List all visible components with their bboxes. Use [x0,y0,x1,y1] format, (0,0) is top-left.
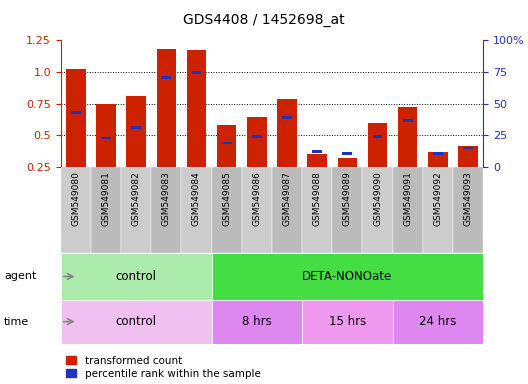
Bar [373,135,382,138]
Bar [367,123,388,167]
Text: GSM549085: GSM549085 [222,171,231,226]
Bar [433,152,443,155]
Text: GDS4408 / 1452698_at: GDS4408 / 1452698_at [183,13,345,27]
Bar [66,70,86,167]
Bar [393,167,423,253]
Bar [222,142,232,144]
Text: GSM549091: GSM549091 [403,171,412,226]
Text: control: control [116,315,157,328]
Text: GSM549090: GSM549090 [373,171,382,226]
Text: GSM549086: GSM549086 [252,171,261,226]
Text: GSM549087: GSM549087 [282,171,291,226]
Bar [217,124,237,167]
Bar [187,50,206,167]
Bar [362,167,393,253]
Bar [428,152,448,167]
Bar [151,167,182,253]
Bar [91,167,121,253]
Legend: transformed count, percentile rank within the sample: transformed count, percentile rank withi… [66,356,260,379]
Text: GSM549081: GSM549081 [101,171,110,226]
Bar [458,146,478,167]
Bar [337,158,357,167]
Text: control: control [116,270,157,283]
Bar [242,167,272,253]
Bar [398,108,418,167]
Bar [252,135,262,138]
Bar [312,151,322,153]
Bar [277,99,297,167]
Bar [71,111,81,114]
Text: 15 hrs: 15 hrs [329,315,366,328]
Bar [282,116,292,119]
Bar [403,119,412,122]
Bar [463,147,473,149]
Text: GSM549092: GSM549092 [433,171,442,226]
Text: agent: agent [4,271,36,281]
Bar [453,167,483,253]
Bar [302,167,332,253]
Text: GSM549093: GSM549093 [464,171,473,226]
Bar [247,117,267,167]
Text: GSM549083: GSM549083 [162,171,171,226]
Bar [156,49,176,167]
Text: GSM549084: GSM549084 [192,171,201,226]
Text: GSM549080: GSM549080 [71,171,80,226]
Bar [393,300,483,344]
Text: 24 hrs: 24 hrs [419,315,457,328]
Text: 8 hrs: 8 hrs [242,315,272,328]
Bar [182,167,212,253]
Text: GSM549082: GSM549082 [131,171,140,226]
Bar [101,136,111,139]
Bar [212,253,483,300]
Bar [131,126,141,129]
Bar [121,167,151,253]
Bar [302,300,393,344]
Bar [126,96,146,167]
Bar [61,253,212,300]
Bar [332,167,362,253]
Bar [212,300,302,344]
Bar [96,104,116,167]
Bar [61,167,91,253]
Bar [343,152,352,155]
Text: DETA-NONOate: DETA-NONOate [302,270,392,283]
Text: GSM549088: GSM549088 [313,171,322,226]
Bar [162,76,171,79]
Bar [192,71,201,74]
Bar [423,167,453,253]
Bar [307,154,327,167]
Text: GSM549089: GSM549089 [343,171,352,226]
Text: time: time [4,316,30,327]
Bar [61,300,212,344]
Bar [212,167,242,253]
Bar [272,167,302,253]
